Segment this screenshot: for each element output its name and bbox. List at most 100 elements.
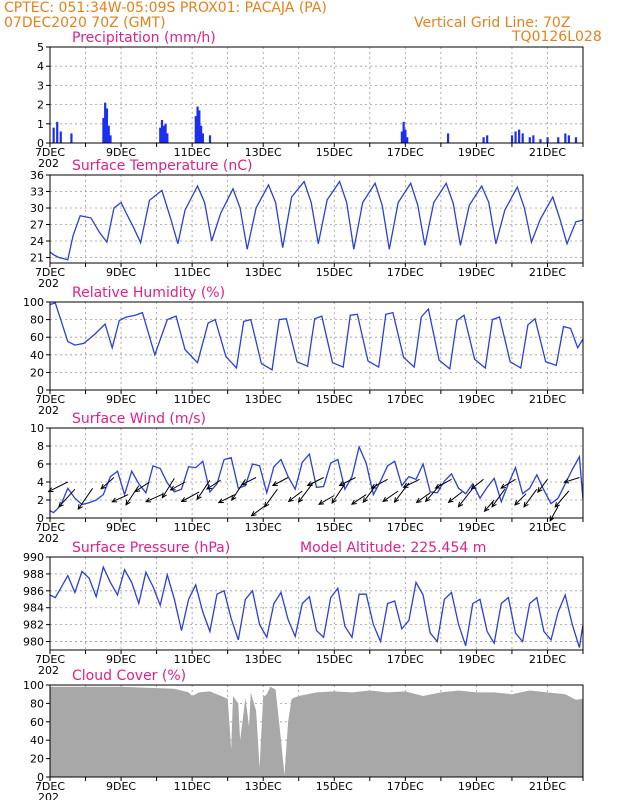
precip-bar bbox=[160, 119, 164, 143]
wind-arrows bbox=[47, 477, 580, 522]
wind-arrow-head bbox=[134, 487, 141, 493]
wind-arrow-shaft bbox=[196, 479, 211, 500]
wind-arrow-shaft bbox=[170, 481, 186, 491]
pres-ytick-label: 990 bbox=[23, 551, 44, 564]
pres-year-label-clipped: 202 bbox=[38, 664, 59, 677]
wind-arrow-shaft bbox=[403, 478, 420, 488]
cloud-xtick-label: 21DEC bbox=[529, 780, 566, 793]
precip-bar bbox=[528, 137, 531, 143]
pres-xtick-label: 13DEC bbox=[245, 653, 282, 666]
temp-ytick-label: 24 bbox=[30, 235, 44, 248]
rh-xtick-label: 9DEC bbox=[106, 393, 136, 406]
wind-arrow-head bbox=[554, 502, 560, 508]
cloud-ytick-label: 20 bbox=[30, 753, 44, 766]
wind-arrow-shaft bbox=[382, 490, 399, 502]
temp-ytick-label: 27 bbox=[30, 219, 44, 232]
wind-arrow-head bbox=[145, 497, 152, 503]
rh-xtick-label: 15DEC bbox=[316, 393, 353, 406]
pres-ytick-label: 984 bbox=[23, 602, 44, 615]
wind-arrow-shaft bbox=[448, 491, 463, 503]
wind-xtick-label: 9DEC bbox=[106, 521, 136, 534]
precip-bar bbox=[539, 139, 542, 143]
wind-arrow-head bbox=[362, 497, 368, 504]
pres-xtick-label: 9DEC bbox=[106, 653, 136, 666]
wind-arrow-head bbox=[382, 496, 389, 503]
rh-xtick-label: 13DEC bbox=[245, 393, 282, 406]
cloud-xtick-label: 11DEC bbox=[174, 780, 211, 793]
pres-xtick-label: 17DEC bbox=[387, 653, 424, 666]
wind-arrow-head bbox=[500, 483, 507, 489]
wind-arrow-head bbox=[111, 497, 118, 503]
wind-arrow-head bbox=[393, 497, 400, 504]
rh-ytick-label: 60 bbox=[30, 331, 44, 344]
wind-xtick-label: 15DEC bbox=[316, 521, 353, 534]
precip-bar bbox=[567, 135, 570, 143]
temp-xtick-label: 7DEC bbox=[35, 266, 65, 279]
cloud-xtick-label: 9DEC bbox=[106, 780, 136, 793]
precip-bar bbox=[546, 137, 549, 143]
precip-bar bbox=[557, 137, 560, 143]
rh-frame bbox=[49, 301, 584, 391]
precip-bar bbox=[482, 137, 485, 143]
model-altitude-label: Model Altitude: 225.454 m bbox=[300, 540, 486, 556]
pres-xtick-label: 21DEC bbox=[529, 653, 566, 666]
precip-bar bbox=[196, 106, 199, 143]
wind-xtick-label: 13DEC bbox=[245, 521, 282, 534]
cloud-xtick-label: 15DEC bbox=[316, 780, 353, 793]
precip-bar bbox=[164, 123, 167, 143]
temp-series-line bbox=[50, 180, 583, 261]
wind-arrow-head bbox=[306, 481, 313, 487]
cloud-ytick-label: 80 bbox=[30, 697, 44, 710]
pres-ytick-label: 988 bbox=[23, 568, 44, 581]
wind-arrow-shaft bbox=[458, 487, 474, 508]
wind-arrow-head bbox=[250, 511, 257, 517]
pres-xtick-label: 7DEC bbox=[35, 653, 65, 666]
pres-ytick-label: 982 bbox=[23, 619, 44, 632]
wind-arrow-head bbox=[196, 494, 202, 501]
wind-xtick-label: 19DEC bbox=[458, 521, 495, 534]
precip-xtick-label: 21DEC bbox=[529, 146, 566, 159]
precip-ytick-label: 2 bbox=[37, 99, 44, 112]
wind-arrow-head bbox=[240, 480, 247, 486]
wind-arrow-head bbox=[271, 481, 278, 487]
temp-panel bbox=[46, 174, 584, 267]
pres-xtick-label: 19DEC bbox=[458, 653, 495, 666]
wind-title: Surface Wind (m/s) bbox=[72, 411, 206, 427]
rh-ytick-label: 80 bbox=[30, 314, 44, 327]
rh-panel bbox=[46, 301, 584, 394]
wind-arrow-shaft bbox=[564, 477, 580, 483]
precip-xtick-label: 19DEC bbox=[458, 146, 495, 159]
wind-ytick-label: 8 bbox=[37, 440, 44, 453]
wind-arrow-head bbox=[457, 501, 464, 508]
wind-arrow-head bbox=[402, 483, 409, 488]
precip-xtick-label: 11DEC bbox=[174, 146, 211, 159]
rh-ytick-label: 100 bbox=[23, 296, 44, 309]
wind-arrow-head bbox=[205, 484, 212, 490]
wind-arrow-shaft bbox=[161, 478, 175, 498]
precip-bar bbox=[162, 125, 165, 143]
cloud-ytick-label: 60 bbox=[30, 716, 44, 729]
cloud-cover-area bbox=[50, 686, 583, 777]
wind-ytick-label: 2 bbox=[37, 494, 44, 507]
precip-bar bbox=[107, 125, 110, 143]
wind-arrow-head bbox=[537, 487, 543, 494]
wind-arrow-head bbox=[483, 506, 490, 513]
wind-xtick-label: 11DEC bbox=[174, 521, 211, 534]
wind-arrow-head bbox=[424, 496, 431, 503]
wind-arrow-head bbox=[297, 497, 304, 504]
temp-ytick-label: 36 bbox=[30, 169, 44, 182]
rh-ytick-label: 0 bbox=[37, 384, 44, 397]
temp-xtick-label: 9DEC bbox=[106, 266, 136, 279]
wind-arrow-shaft bbox=[272, 477, 289, 486]
cloud-ytick-label: 40 bbox=[30, 734, 44, 747]
cloud-title: Cloud Cover (%) bbox=[72, 668, 186, 684]
wind-arrow-shaft bbox=[339, 477, 356, 486]
rh-ytick-label: 20 bbox=[30, 366, 44, 379]
wind-arrow-shaft bbox=[416, 492, 431, 503]
precip-bar bbox=[446, 133, 450, 143]
pres-xtick-label: 11DEC bbox=[174, 653, 211, 666]
precip-xtick-label: 15DEC bbox=[316, 146, 353, 159]
wind-arrow-shaft bbox=[77, 488, 94, 510]
precip-bar bbox=[70, 133, 73, 143]
wind-arrow-head bbox=[263, 501, 270, 508]
